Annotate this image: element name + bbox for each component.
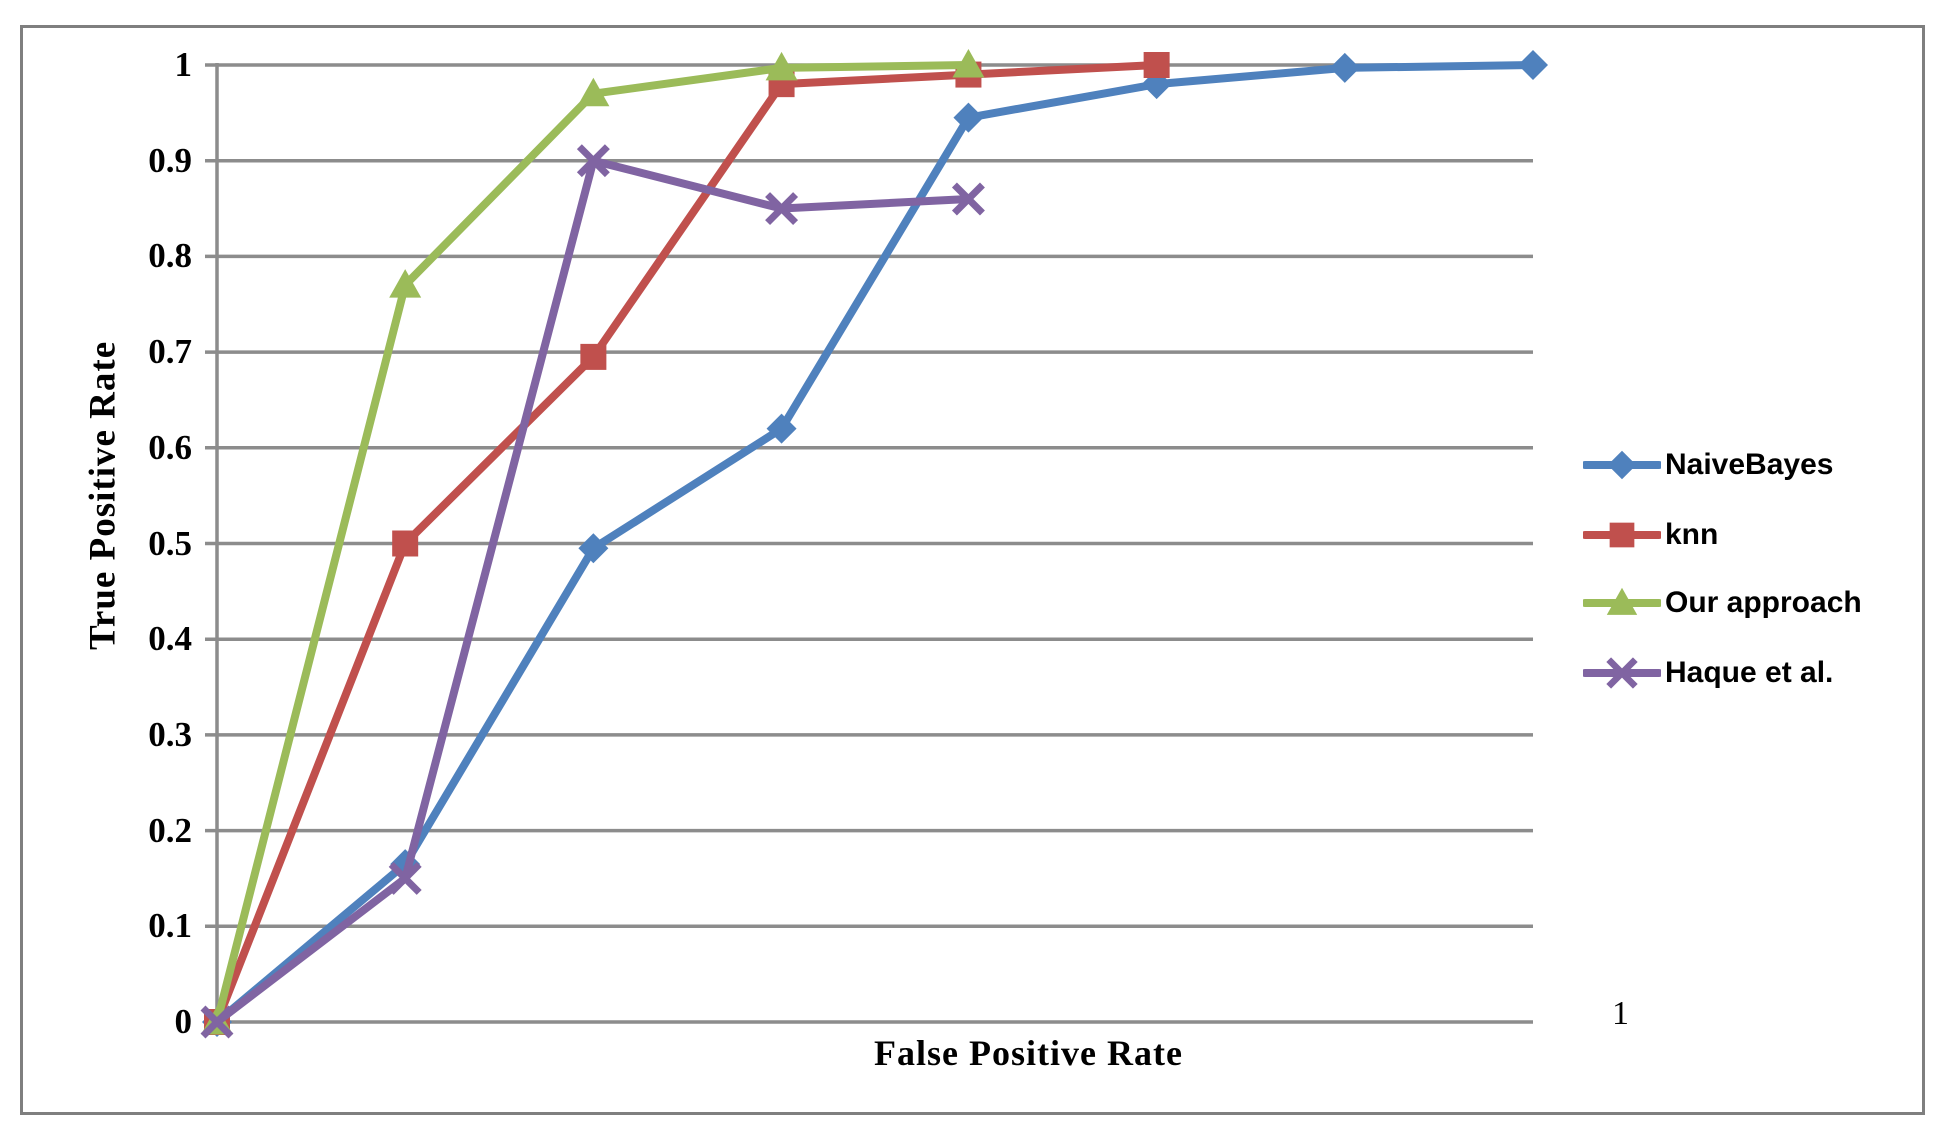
- y-tick-label-0.7: 0.7: [148, 332, 192, 372]
- series-line-naivebayes: [213, 61, 1537, 1026]
- diamond-marker: [953, 102, 984, 133]
- square-marker: [1609, 522, 1635, 548]
- y-tick-label-1: 1: [174, 45, 193, 84]
- y-tick-label-0.3: 0.3: [148, 714, 192, 754]
- legend-swatch-x: [1583, 657, 1661, 689]
- diamond-marker: [766, 413, 797, 444]
- square-marker: [1143, 52, 1170, 78]
- legend-item-naivebayes: NaiveBayes: [1583, 443, 1833, 487]
- y-tick-label-0.9: 0.9: [148, 140, 192, 180]
- diamond-marker: [1518, 50, 1548, 80]
- triangle-marker: [389, 269, 422, 298]
- legend-label: knn: [1665, 518, 1719, 551]
- triangle-marker: [577, 77, 610, 107]
- x-marker: [1606, 657, 1638, 689]
- legend-swatch-diamond: [1583, 450, 1661, 480]
- x-marker: [765, 192, 799, 226]
- legend-swatch-square: [1583, 522, 1661, 548]
- x-marker: [388, 861, 422, 895]
- legend-item-haque-et-al-: Haque et al.: [1583, 651, 1833, 695]
- y-tick-label-0.4: 0.4: [148, 619, 192, 659]
- y-tick-label-0.2: 0.2: [148, 810, 192, 850]
- legend-label: Haque et al.: [1665, 656, 1834, 689]
- square-marker: [392, 530, 419, 557]
- x-marker: [200, 1005, 234, 1039]
- y-tick-label-0.1: 0.1: [148, 906, 192, 946]
- diamond-marker: [1329, 52, 1360, 83]
- legend-item-knn: knn: [1583, 513, 1718, 557]
- legend-item-our-approach: Our approach: [1583, 581, 1862, 625]
- y-tick-label-0: 0: [174, 1002, 193, 1041]
- x-marker: [951, 182, 985, 216]
- legend-swatch-triangle: [1583, 587, 1661, 615]
- y-tick-label-0.8: 0.8: [148, 236, 192, 276]
- diamond-marker: [1607, 450, 1637, 480]
- y-tick-label-0.5: 0.5: [148, 523, 192, 563]
- legend-label: Our approach: [1665, 586, 1862, 619]
- triangle-marker: [952, 49, 985, 78]
- triangle-marker: [765, 51, 798, 81]
- square-marker: [580, 343, 607, 370]
- triangle-marker: [1606, 587, 1638, 615]
- diamond-marker: [578, 533, 609, 564]
- x-axis-tick-label-1: 1: [1612, 995, 1629, 1032]
- series-line-knn: [213, 61, 1161, 1026]
- x-marker: [576, 144, 610, 178]
- legend-label: NaiveBayes: [1665, 448, 1834, 481]
- y-tick-label-0.6: 0.6: [148, 427, 192, 467]
